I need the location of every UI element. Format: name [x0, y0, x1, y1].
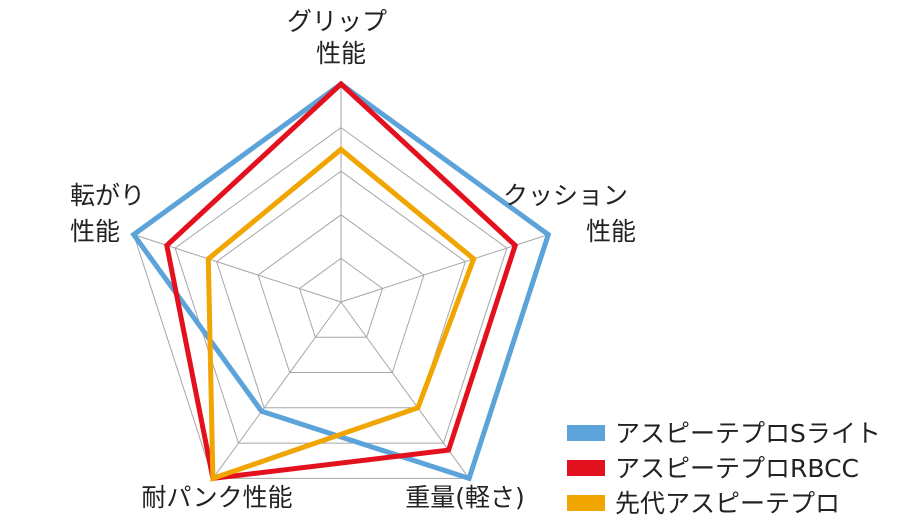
axis-label-rolling: 転がり 性能	[70, 181, 153, 246]
grid-ring-1	[298, 257, 384, 338]
spoke-4	[212, 301, 342, 479]
legend: アスピーテプロSライト アスピーテプロRBCC 先代アスピーテプロ	[567, 419, 881, 518]
series-line-rbcc	[164, 80, 519, 482]
legend-swatch-rbcc	[567, 460, 605, 476]
legend-label-previous: 先代アスピーテプロ	[615, 489, 840, 518]
legend-label-rbcc: アスピーテプロRBCC	[615, 454, 859, 483]
legend-swatch-s-light	[567, 425, 605, 441]
legend-swatch-previous	[567, 495, 605, 511]
series-line-s-light	[130, 80, 552, 482]
axis-label-cushion: クッション 性能	[503, 181, 636, 246]
axis-label-puncture: 耐パンク性能	[141, 483, 292, 512]
legend-label-s-light: アスピーテプロSライト	[615, 419, 881, 448]
grid-ring-3	[216, 170, 466, 409]
grid-ring-2	[257, 214, 425, 373]
grid-ring-4	[174, 126, 508, 444]
axis-label-grip: グリップ 性能	[287, 7, 395, 68]
axis-label-weight: 重量(軽さ)	[405, 483, 525, 512]
series-line-previous	[205, 146, 477, 482]
radar-series	[130, 80, 552, 482]
